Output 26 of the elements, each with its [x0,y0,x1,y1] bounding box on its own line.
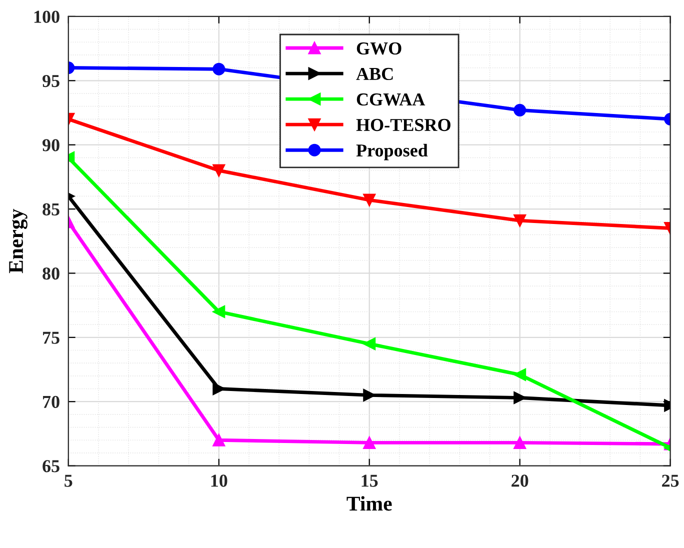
y-tick-label: 65 [42,460,60,472]
legend-label: CGWAA [356,93,426,106]
x-tick-label: 25 [662,474,679,487]
x-tick-label: 15 [362,474,378,487]
x-tick-label: 10 [211,474,228,487]
y-tick-label: 100 [34,10,60,23]
y-tick-label: 85 [42,203,60,216]
y-axis-title: Energy [9,208,28,274]
legend-label: GWO [356,42,402,55]
legend-label: HO-TESRO [356,118,450,132]
legend-label: Proposed [356,144,428,160]
y-tick-label: 75 [43,332,60,344]
y-tick-label: 90 [42,139,60,152]
point [212,434,226,446]
y-tick-label: 95 [42,74,60,88]
point [212,164,226,177]
legend-label: ABC [356,68,393,80]
point [363,194,376,206]
x-tick-label: 5 [64,474,72,487]
x-tick-label: 20 [512,474,528,487]
x-axis-title: Time [346,496,392,511]
y-tick-label: 80 [42,267,60,280]
y-tick-label: 70 [43,396,60,408]
point [363,436,376,449]
point [363,338,376,350]
point [212,305,226,318]
